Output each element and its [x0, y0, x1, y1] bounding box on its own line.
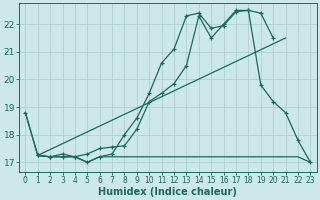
X-axis label: Humidex (Indice chaleur): Humidex (Indice chaleur)	[98, 187, 237, 197]
